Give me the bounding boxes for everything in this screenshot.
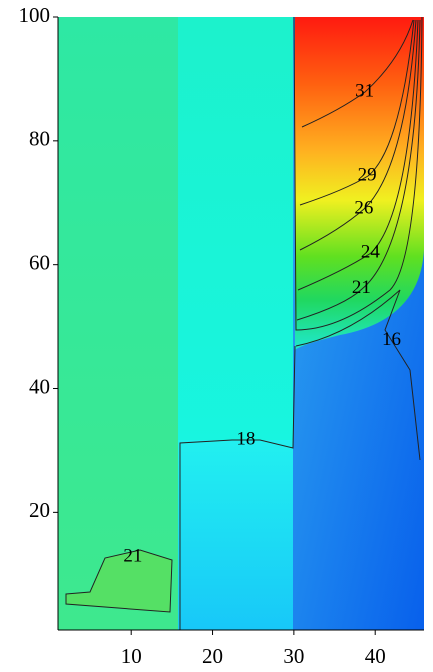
y-tick-label: 100 (19, 3, 51, 27)
contour-label: 29 (358, 164, 377, 185)
region (66, 550, 172, 612)
contour-lines (65, 16, 423, 630)
contour-line (295, 289, 421, 461)
region (295, 17, 424, 350)
y-tick-label: 40 (29, 374, 50, 398)
x-tick-label: 20 (202, 644, 223, 668)
contour-line (299, 19, 415, 206)
contour-label: 31 (355, 80, 374, 101)
contour-line (179, 345, 296, 630)
contour-line (65, 549, 173, 613)
region (178, 440, 296, 630)
contour-line (293, 16, 423, 331)
x-tick-label: 30 (283, 644, 304, 668)
contour-field (58, 17, 424, 630)
x-tick-label: 40 (365, 644, 386, 668)
contour-label: 16 (382, 329, 401, 350)
y-tick-label: 20 (29, 498, 50, 522)
x-tick-label: 10 (121, 644, 142, 668)
contour-line (299, 19, 417, 251)
contour-line (296, 19, 421, 321)
region (178, 17, 296, 447)
region (58, 17, 180, 630)
y-tick-label: 60 (29, 250, 50, 274)
contour-label: 18 (236, 428, 255, 449)
contour-label: 21 (123, 545, 142, 566)
contour-label: 24 (361, 241, 381, 262)
contour-label: 26 (354, 197, 373, 218)
contour-label: 21 (352, 277, 371, 298)
contour-line (301, 19, 414, 128)
contour-line (297, 19, 419, 291)
y-tick-label: 80 (29, 127, 50, 151)
